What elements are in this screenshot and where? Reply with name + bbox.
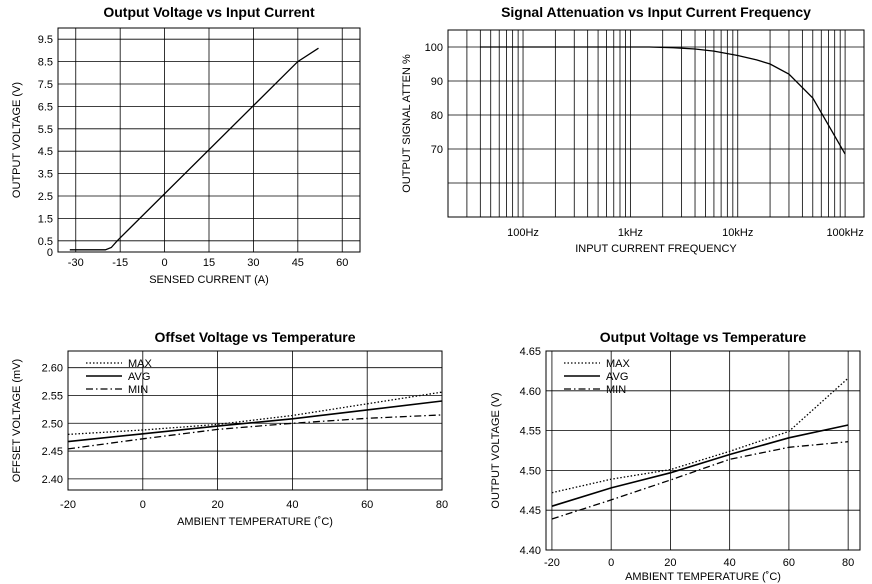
series-line-avg [551, 424, 849, 507]
y-tick-label: 2.55 [42, 390, 63, 402]
x-tick-label: 0 [162, 257, 168, 269]
plot-frame [67, 350, 443, 491]
x-tick-label: 60 [783, 557, 795, 569]
y-tick-label: 0 [47, 247, 53, 259]
y-tick-label: 2.5 [38, 191, 53, 203]
y-tick-label: 0.5 [38, 236, 53, 248]
x-axis-label: AMBIENT TEMPERATURE (˚C) [177, 516, 333, 528]
y-tick-label: 5.5 [38, 124, 53, 136]
x-axis-label: AMBIENT TEMPERATURE (˚C) [625, 571, 781, 583]
x-tick-label: -30 [68, 257, 84, 269]
x-tick-label: 10kHz [722, 227, 753, 239]
y-tick-label: 1.5 [38, 213, 53, 225]
y-tick-label: 3.5 [38, 169, 53, 181]
y-axis-label: OFFSET VOLTAGE (mV) [11, 359, 23, 482]
chart-title: Output Voltage vs Temperature [600, 329, 807, 345]
x-tick-label: 100kHz [826, 227, 863, 239]
y-tick-label: 100 [425, 42, 443, 54]
y-tick-label: 2.50 [42, 418, 63, 430]
x-tick-label: 100Hz [507, 227, 539, 239]
x-tick-label: 0 [608, 557, 614, 569]
y-tick-label: 90 [431, 76, 443, 88]
series-line-min [67, 414, 443, 450]
x-tick-label: 40 [286, 499, 298, 511]
y-tick-label: 7.5 [38, 79, 53, 91]
gridlines [447, 30, 864, 217]
y-tick-label: 4.45 [520, 505, 541, 517]
y-axis-label: OUTPUT VOLTAGE (V) [11, 82, 23, 198]
series-line-min [551, 441, 849, 520]
y-tick-label: 70 [431, 144, 443, 156]
y-tick-label: 2.60 [42, 363, 63, 375]
series-line-max [67, 391, 443, 436]
y-tick-label: 4.5 [38, 146, 53, 158]
x-tick-label: 20 [211, 499, 223, 511]
series-line-1 [480, 46, 846, 155]
legend-label: AVG [606, 371, 628, 383]
y-tick-label: 4.60 [520, 386, 541, 398]
y-tick-label: 4.55 [520, 426, 541, 438]
chart-1: Output Voltage vs Input Current -30 -15 0 15… [11, 4, 361, 286]
series-line-avg [67, 400, 443, 443]
y-tick-label: 2.40 [42, 474, 63, 486]
chart-title: Output Voltage vs Input Current [103, 4, 315, 20]
y-tick-label: 9.5 [38, 34, 53, 46]
y-axis-label: OUTPUT SIGNAL ATTEN % [401, 54, 413, 193]
y-tick-label: 2.45 [42, 446, 63, 458]
chart-4: Output Voltage vs Temperature -20 0 20 40 60 8… [490, 329, 861, 583]
series-line-max [551, 377, 849, 494]
legend-label: MIN [128, 384, 148, 396]
chart-title: Signal Attenuation vs Input Current Freq… [501, 4, 811, 20]
x-tick-label: 20 [664, 557, 676, 569]
x-axis-label: SENSED CURRENT (A) [149, 274, 269, 286]
legend-label: MIN [606, 384, 626, 396]
x-tick-label: 1kHz [618, 227, 643, 239]
chart-3: Offset Voltage vs Temperature -20 0 20 40 60 8… [11, 329, 448, 528]
x-tick-label: 60 [361, 499, 373, 511]
y-tick-label: 4.40 [520, 545, 541, 557]
gridlines [67, 351, 443, 490]
y-tick-label: 4.65 [520, 346, 541, 358]
x-tick-label: -20 [60, 499, 76, 511]
y-tick-label: 80 [431, 110, 443, 122]
x-tick-label: 30 [247, 257, 259, 269]
legend-label: MAX [606, 358, 631, 370]
x-tick-label: 80 [842, 557, 854, 569]
legend-label: MAX [128, 358, 153, 370]
gridlines [58, 28, 360, 253]
x-tick-label: 80 [436, 499, 448, 511]
y-tick-label: 8.5 [38, 57, 53, 69]
x-tick-label: 40 [724, 557, 736, 569]
chart-2: Signal Attenuation vs Input Current Freq… [401, 4, 865, 255]
series-line-1 [69, 47, 319, 251]
x-axis-label: INPUT CURRENT FREQUENCY [575, 243, 737, 255]
legend-label: AVG [128, 371, 150, 383]
y-axis-label: OUTPUT VOLTAGE (V) [490, 392, 502, 508]
x-tick-label: 0 [140, 499, 146, 511]
plot-frame [57, 27, 361, 253]
y-tick-label: 6.5 [38, 101, 53, 113]
x-tick-label: -20 [544, 557, 560, 569]
plot-frame [545, 350, 861, 551]
plot-frame [447, 29, 865, 218]
x-tick-label: 60 [336, 257, 348, 269]
chart-title: Offset Voltage vs Temperature [155, 329, 356, 345]
x-tick-label: -15 [112, 257, 128, 269]
y-tick-label: 4.50 [520, 465, 541, 477]
x-tick-label: 15 [203, 257, 215, 269]
x-tick-label: 45 [292, 257, 304, 269]
gridlines [546, 350, 860, 551]
